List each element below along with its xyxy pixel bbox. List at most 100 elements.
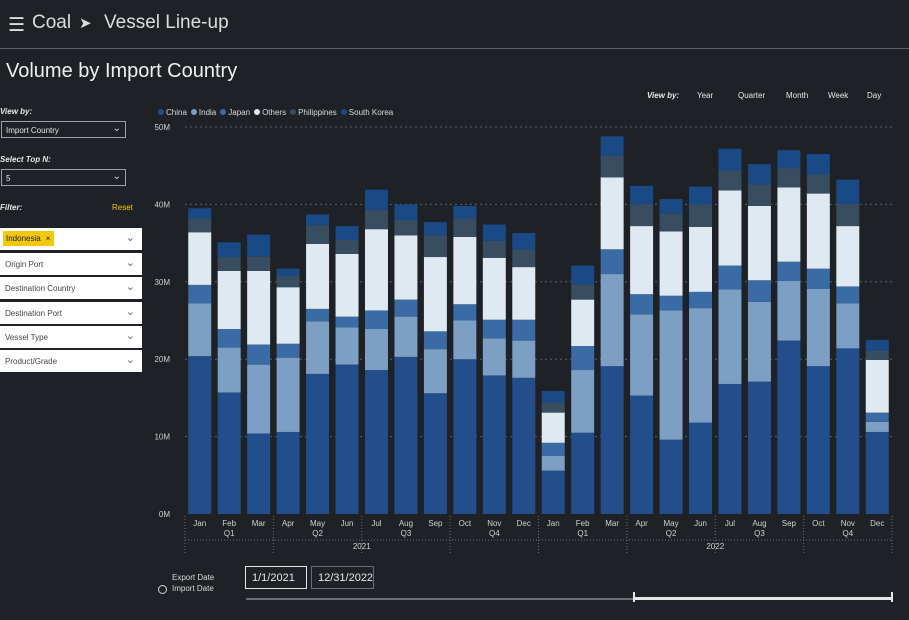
top-n-label: Select Top N: [0,155,51,164]
slider-handle-end[interactable] [891,592,893,602]
export-date-option[interactable]: Export Date [172,573,215,582]
filter-product-grade[interactable]: Product/Grade ⌄ [0,350,142,372]
filter-destination-country[interactable]: Destination Country ⌄ [0,277,142,299]
legend-swatch [220,109,227,115]
bar-segment [453,359,477,514]
end-date-input[interactable]: 12/31/2022 [311,566,374,589]
bar-segment [777,261,801,282]
start-date-input[interactable]: 1/1/2021 [245,566,307,589]
filter-vessel-type[interactable]: Vessel Type ⌄ [0,326,142,348]
bar-segment [689,422,713,514]
x-tick-label: Aug [399,519,413,528]
breadcrumb-coal[interactable]: Coal [32,12,72,33]
bar-segment [453,320,477,360]
date-range-slider-fill [634,597,893,600]
top-n-dropdown[interactable]: 5 ⌄ [1,169,126,186]
bar-segment [335,253,359,317]
bar-segment [423,222,447,236]
breadcrumb-vessel-lineup: Vessel Line-up [104,12,229,33]
quarter-label: Q4 [489,529,500,538]
bar-segment [188,356,212,514]
legend-label: India [198,108,217,117]
bar-segment [512,377,536,514]
bar-segment [600,136,624,156]
x-tick-label: Dec [870,519,884,528]
filter-label-product-grade: Product/Grade [5,357,58,366]
granularity-quarter[interactable]: Quarter [738,91,766,100]
bar-segment [247,433,271,514]
bar-segment [306,214,330,226]
bar-segment [806,154,830,175]
bar-segment [777,168,801,188]
granularity-month[interactable]: Month [786,91,809,100]
bar-segment [394,356,418,514]
bar-segment [747,301,771,382]
top-n-value: 5 [6,174,11,183]
bar-segment [453,218,477,237]
filter-chip-indonesia[interactable]: Indonesia × [3,231,55,246]
view-by-value: Import Country [6,126,59,135]
bar-segment [718,190,742,266]
legend-item-japan[interactable]: Japan [220,108,250,117]
bar-segment [689,308,713,423]
hamburger-icon[interactable]: ☰ [8,15,26,36]
import-date-option[interactable]: Import Date [172,584,214,593]
bar-segment [482,375,506,514]
filter-label-origin-port: Origin Port [5,260,44,269]
granularity-week[interactable]: Week [828,91,849,100]
year-label: 2021 [353,542,371,551]
date-range-slider-track[interactable] [246,598,893,600]
legend-item-south-korea[interactable]: South Korea [340,108,393,117]
legend-swatch [290,109,297,115]
bar-segment [836,179,860,204]
x-tick-label: Aug [752,519,766,528]
bar-segment [335,327,359,365]
chevron-down-icon: ⌄ [125,232,135,244]
radio-button-icon[interactable] [158,585,167,594]
x-tick-label: Jun [694,519,707,528]
legend-item-philippines[interactable]: Philippines [290,108,337,117]
quarter-label: Q3 [754,529,765,538]
bar-segment [865,359,889,413]
bar-segment [394,316,418,357]
legend-item-china[interactable]: China [158,108,187,117]
filter-destination-port[interactable]: Destination Port ⌄ [0,302,142,324]
bar-segment [865,431,889,514]
x-tick-label: Nov [487,519,501,528]
y-tick-label: 40M [154,200,170,209]
slider-handle-start[interactable] [633,592,636,602]
bar-segment [423,235,447,258]
x-tick-label: Oct [812,519,825,528]
bar-segment [247,234,271,257]
bar-segment [217,257,241,271]
bar-segment [836,286,860,304]
bar-segment [541,402,565,413]
legend-item-others[interactable]: Others [254,108,286,117]
top-bar: ☰ Coal ➤ Vessel Line-up [0,0,909,49]
bar-segment [541,470,565,514]
x-tick-label: Apr [635,519,648,528]
legend-swatch [254,109,261,115]
bar-segment [364,229,388,311]
bar-segment [512,249,536,268]
legend-label: Others [262,108,287,117]
bar-segment [777,340,801,514]
legend-swatch [158,109,164,115]
filter-origin-port[interactable]: Origin Port ⌄ [0,253,142,275]
granularity-day[interactable]: Day [867,91,882,100]
filter-label: Filter: [0,203,23,212]
filter-label-vessel-type: Vessel Type [5,333,48,342]
bar-segment [394,204,418,220]
filter-origin-country[interactable]: Indonesia × ⌄ [0,228,142,250]
chevron-down-icon: ⌄ [112,171,121,182]
bar-segment [571,265,595,285]
close-icon[interactable]: × [45,234,51,243]
view-by-dropdown[interactable]: Import Country ⌄ [1,121,126,138]
bar-segment [806,193,830,269]
bar-segment [689,204,713,227]
bar-segment [836,226,860,287]
reset-button[interactable]: Reset [112,203,133,212]
bar-segment [659,439,683,514]
granularity-year[interactable]: Year [697,91,714,100]
legend-item-india[interactable]: India [190,108,217,117]
